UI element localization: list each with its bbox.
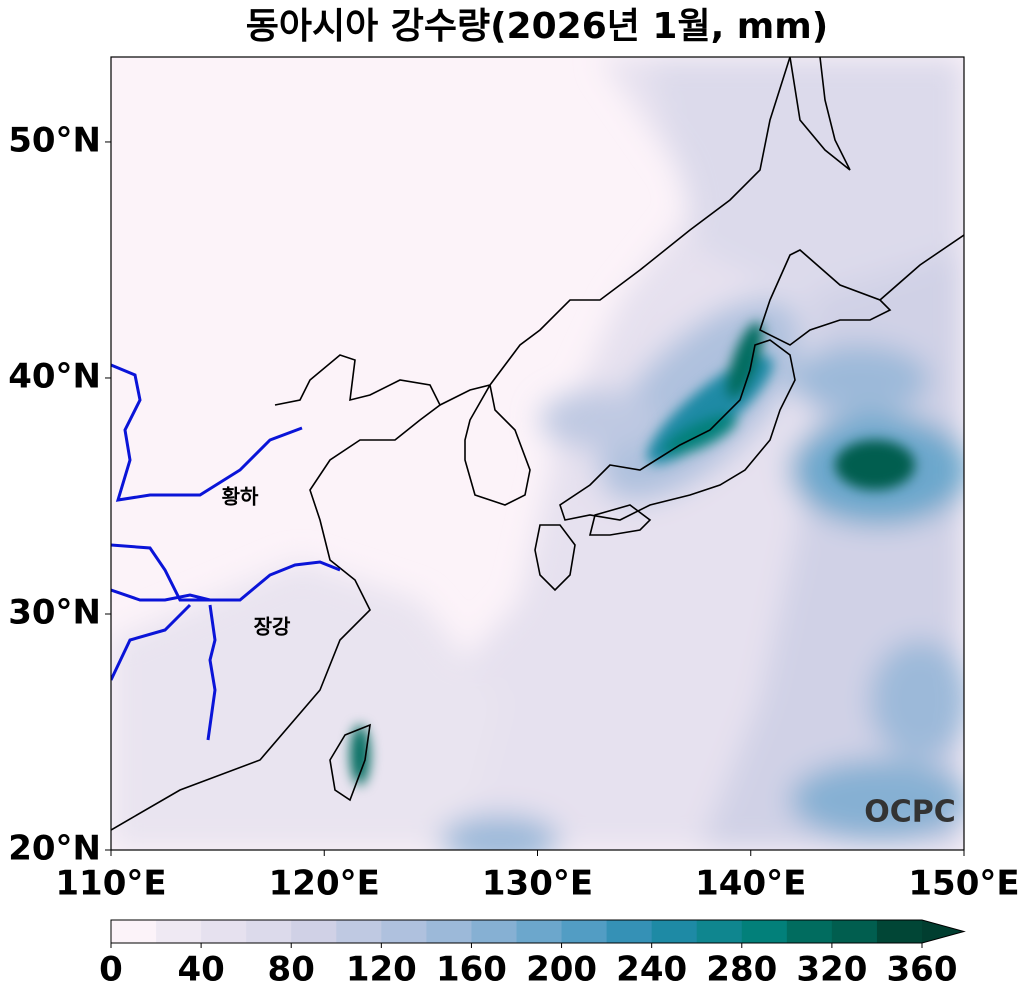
colorbar-swatch: [831, 920, 878, 943]
x-tick-label: 130°E: [482, 864, 593, 904]
colorbar-tick-label: 360: [887, 950, 958, 990]
colorbar-swatch: [741, 920, 788, 943]
logo: OCPC: [864, 795, 956, 830]
colorbar-swatch: [246, 920, 292, 943]
colorbar-tick-label: 240: [616, 950, 687, 990]
colorbar-swatch: [561, 920, 608, 943]
river-label: 장강: [254, 615, 291, 639]
colorbar-swatch: [876, 920, 923, 943]
colorbar-tick-label: 320: [796, 950, 867, 990]
river-label: 황하: [222, 485, 259, 509]
colorbar-tick-label: 40: [177, 950, 224, 990]
colorbar-swatch: [606, 920, 653, 943]
colorbar-swatch: [516, 920, 563, 943]
colorbar-tick-label: 280: [706, 950, 777, 990]
colorbar-extend: [922, 920, 964, 943]
colorbar-swatch: [471, 920, 517, 943]
y-tick-label: 30°N: [8, 592, 101, 632]
x-tick-label: 120°E: [269, 864, 380, 904]
y-tick-label: 50°N: [8, 120, 101, 160]
x-tick-label: 110°E: [55, 864, 166, 904]
colorbar-swatch: [111, 920, 157, 943]
colorbar-swatch: [696, 920, 743, 943]
colorbar-tick-label: 80: [268, 950, 315, 990]
colorbar-tick-label: 120: [346, 950, 417, 990]
colorbar-swatch: [201, 920, 247, 943]
colorbar-tick-label: 200: [526, 950, 597, 990]
precip-field: [111, 57, 964, 850]
colorbar-swatch: [156, 920, 202, 943]
colorbar-tick-label: 160: [436, 950, 507, 990]
x-tick-label: 150°E: [908, 864, 1019, 904]
colorbar-swatch: [426, 920, 472, 943]
colorbar-swatch: [336, 920, 382, 943]
colorbar-frame: [110, 919, 966, 944]
colorbar-swatch: [651, 920, 698, 943]
y-tick-label: 40°N: [8, 356, 101, 396]
colorbar-tick-label: 0: [99, 950, 123, 990]
x-tick-label: 140°E: [695, 864, 806, 904]
colorbar-swatch: [291, 920, 337, 943]
y-tick-label: 20°N: [8, 829, 101, 869]
colorbar-swatch: [381, 920, 427, 943]
colorbar-swatch: [786, 920, 833, 943]
map-title: 동아시아 강수량(2026년 1월, mm): [246, 6, 829, 47]
